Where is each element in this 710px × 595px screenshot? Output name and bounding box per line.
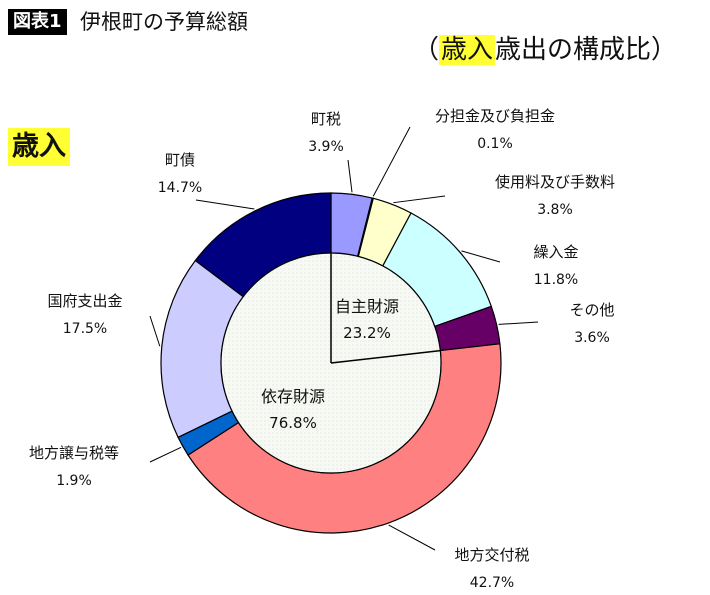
subtitle-open-paren: （ (413, 35, 440, 65)
leader-line-1 (372, 126, 411, 197)
slice-label-8: 町債 (165, 151, 195, 169)
labels-layer: 町税 3.9% 分担金及び負担金 0.1% 使用料及び手数料 3.8% 繰入金 11.8% その… (29, 107, 615, 591)
leader-line-8 (195, 199, 255, 210)
section-label: 歳入 (8, 128, 70, 166)
leader-line-4 (498, 321, 539, 325)
inner-group-label-0: 自主財源 (335, 297, 399, 316)
inner-group-value-0: 23.2% (343, 324, 391, 342)
slice-label-4: その他 (569, 301, 614, 319)
group-divider-end (330, 349, 441, 364)
leader-line-2 (393, 195, 446, 204)
slice-label-7: 国府支出金 (47, 292, 122, 310)
slice-label-0: 町税 (311, 110, 341, 128)
slice-label-1: 分担金及び負担金 (435, 107, 555, 125)
leader-lines-layer (149, 126, 539, 551)
slice-value-label-6: 1.9% (56, 473, 92, 489)
leader-line-0 (347, 159, 353, 193)
slice-value-label-2: 3.8% (537, 202, 573, 218)
slice-value-label-7: 17.5% (63, 321, 107, 337)
chart-subtitle: （歳入歳出の構成比） (413, 34, 677, 66)
slice-value-label-1: 0.1% (477, 136, 513, 152)
slice-value-label-8: 14.7% (158, 180, 202, 196)
slice-label-6: 地方譲与税等 (29, 444, 119, 462)
leader-line-3 (461, 250, 501, 263)
inner-circle-layer (220, 252, 442, 474)
slice-label-3: 繰入金 (533, 243, 578, 261)
inner-group-value-1: 76.8% (269, 414, 317, 432)
leader-line-7 (149, 315, 161, 347)
slice-label-5: 地方交付税 (454, 546, 529, 564)
inner-group-label-1: 依存財源 (261, 387, 325, 406)
leader-line-6 (149, 446, 182, 463)
subtitle-highlight: 歳入 (439, 35, 496, 65)
slice-value-label-4: 3.6% (574, 330, 610, 346)
slice-label-2: 使用料及び手数料 (495, 173, 615, 191)
slice-value-label-5: 42.7% (470, 575, 514, 591)
subtitle-rest: 歳出の構成比） (495, 35, 678, 65)
leader-line-5 (388, 524, 436, 551)
slice-value-label-0: 3.9% (308, 139, 344, 155)
slice-value-label-3: 11.8% (534, 272, 578, 288)
figure-label: 図表1 (8, 9, 67, 35)
page-title: 伊根町の予算総額 (80, 10, 248, 34)
